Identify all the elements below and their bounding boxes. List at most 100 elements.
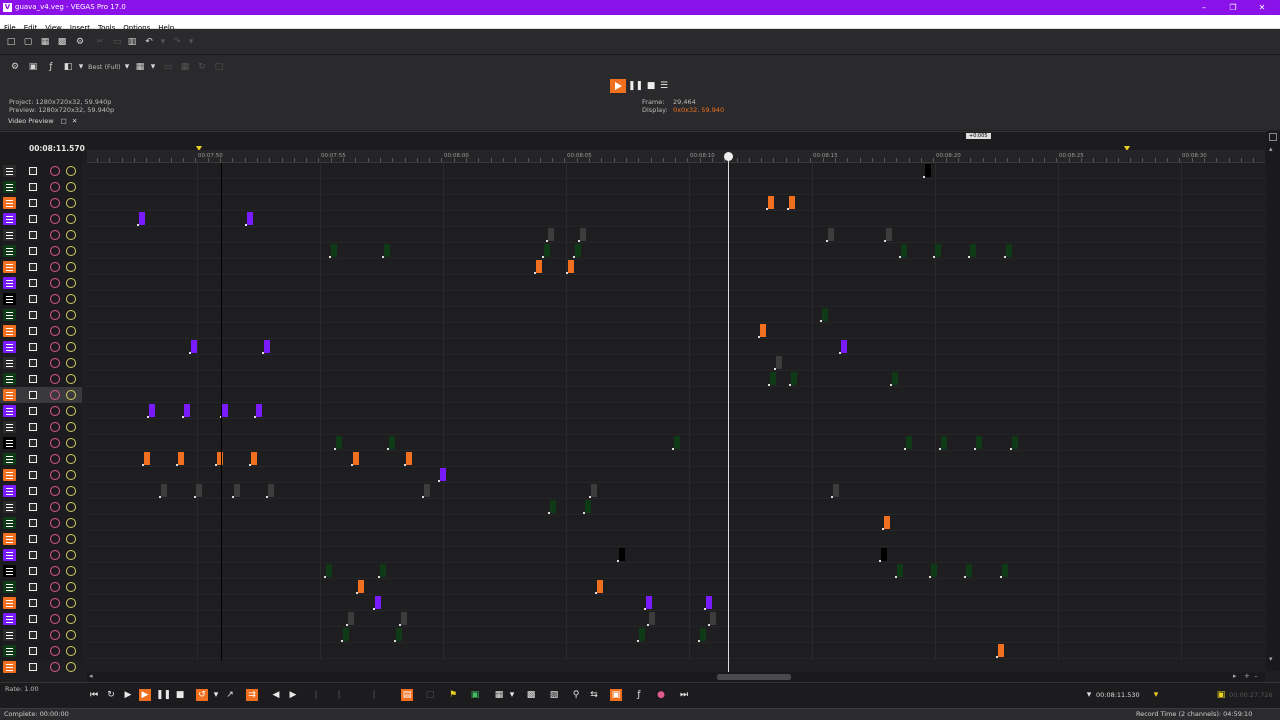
track-color-icon[interactable]: [3, 293, 16, 305]
timeline-clip[interactable]: [899, 244, 907, 258]
track-expand-icon[interactable]: [29, 535, 37, 543]
track-color-icon[interactable]: [3, 357, 16, 369]
clip-fade-handle[interactable]: [766, 208, 768, 210]
clip-fade-handle[interactable]: [882, 528, 884, 530]
track-solo-icon[interactable]: [66, 182, 76, 192]
track-color-icon[interactable]: [3, 405, 16, 417]
preview-device-icon[interactable]: ▣: [28, 62, 38, 72]
scopes-icon[interactable]: □: [214, 62, 224, 72]
timeline-clip[interactable]: [438, 468, 446, 482]
track-header[interactable]: [0, 611, 82, 627]
clip-fade-handle[interactable]: [254, 416, 256, 418]
track-header[interactable]: [0, 403, 82, 419]
auto-ripple-icon[interactable]: ⇉: [246, 689, 258, 701]
clip-fade-handle[interactable]: [548, 512, 550, 514]
track-color-icon[interactable]: [3, 453, 16, 465]
timeline-clip[interactable]: [637, 628, 645, 642]
insert-region-icon[interactable]: ▣: [470, 690, 480, 700]
timeline-clip[interactable]: [589, 484, 597, 498]
track-mute-icon[interactable]: [50, 326, 60, 336]
clip-fade-handle[interactable]: [890, 384, 892, 386]
clip-fade-handle[interactable]: [904, 448, 906, 450]
clip-fade-handle[interactable]: [232, 496, 234, 498]
tab-undock-icon[interactable]: □: [60, 117, 67, 125]
track-mute-icon[interactable]: [50, 246, 60, 256]
clip-fade-handle[interactable]: [578, 240, 580, 242]
timeline-clip[interactable]: [787, 196, 795, 210]
track-color-icon[interactable]: [3, 197, 16, 209]
track-color-icon[interactable]: [3, 389, 16, 401]
clip-fade-handle[interactable]: [820, 320, 822, 322]
track-solo-icon[interactable]: [66, 342, 76, 352]
track-header[interactable]: [0, 371, 82, 387]
track-expand-icon[interactable]: [29, 551, 37, 559]
track-solo-icon[interactable]: [66, 614, 76, 624]
pause-button[interactable]: ❚❚: [156, 690, 172, 700]
clip-fade-handle[interactable]: [644, 608, 646, 610]
menu-file[interactable]: File: [4, 24, 16, 32]
timeline-clip[interactable]: [704, 596, 712, 610]
timeline-clip[interactable]: [147, 404, 155, 418]
track-header[interactable]: [0, 627, 82, 643]
timeline-clip[interactable]: [882, 516, 890, 530]
quality-dropdown-icon[interactable]: ▾: [124, 62, 130, 72]
track-header[interactable]: [0, 643, 82, 659]
clip-fade-handle[interactable]: [245, 224, 247, 226]
playhead-line[interactable]: [728, 157, 729, 672]
clip-fade-handle[interactable]: [534, 272, 536, 274]
track-solo-icon[interactable]: [66, 646, 76, 656]
track-header[interactable]: [0, 227, 82, 243]
timeline-clip[interactable]: [789, 372, 797, 386]
track-mute-icon[interactable]: [50, 582, 60, 592]
preview-play-button[interactable]: [610, 79, 626, 93]
track-expand-icon[interactable]: [29, 311, 37, 319]
loop-playback-icon[interactable]: ↻: [107, 690, 115, 700]
track-header[interactable]: [0, 579, 82, 595]
track-mute-icon[interactable]: [50, 470, 60, 480]
record-icon[interactable]: ●: [657, 690, 665, 700]
sync-cursor-icon[interactable]: ⇆: [590, 690, 598, 700]
track-solo-icon[interactable]: [66, 214, 76, 224]
track-solo-icon[interactable]: [66, 262, 76, 272]
track-color-icon[interactable]: [3, 565, 16, 577]
track-color-icon[interactable]: [3, 469, 16, 481]
clip-fade-handle[interactable]: [266, 496, 268, 498]
snapping-dropdown-icon[interactable]: ▾: [213, 690, 219, 700]
timeline-clip[interactable]: [215, 452, 223, 466]
timeline-clip[interactable]: [964, 564, 972, 578]
undo-dropdown-icon[interactable]: ▾: [160, 37, 166, 47]
track-expand-icon[interactable]: [29, 663, 37, 671]
timeline-clip[interactable]: [341, 628, 349, 642]
clip-fade-handle[interactable]: [879, 560, 881, 562]
timeline-clip[interactable]: [137, 212, 145, 226]
timeline-clip[interactable]: [422, 484, 430, 498]
track-header[interactable]: [0, 323, 82, 339]
loop-start-marker-icon[interactable]: [196, 146, 202, 151]
menu-tools[interactable]: Tools: [97, 24, 116, 32]
timeline-clip[interactable]: [346, 612, 354, 626]
clip-fade-handle[interactable]: [933, 256, 935, 258]
go-to-start-icon[interactable]: ⏮: [89, 690, 99, 700]
timeline-clip[interactable]: [923, 164, 931, 178]
scroll-left-icon[interactable]: ◂: [89, 672, 93, 680]
track-solo-icon[interactable]: [66, 550, 76, 560]
track-height-icon[interactable]: [1269, 133, 1277, 141]
zoom-out-icon[interactable]: –: [1254, 672, 1258, 680]
clip-fade-handle[interactable]: [262, 352, 264, 354]
track-solo-icon[interactable]: [66, 390, 76, 400]
track-solo-icon[interactable]: [66, 662, 76, 672]
normal-edit-tool-icon[interactable]: ↗: [226, 690, 234, 700]
insert-marker-icon[interactable]: ⚑: [448, 690, 458, 700]
track-solo-icon[interactable]: [66, 294, 76, 304]
preview-quality-select[interactable]: Best (Full): [88, 63, 121, 71]
timeline-clip[interactable]: [698, 628, 706, 642]
paste-icon[interactable]: ▥: [127, 37, 137, 47]
close-icon[interactable]: ✕: [1258, 3, 1266, 12]
clip-fade-handle[interactable]: [617, 560, 619, 562]
properties-gear-icon[interactable]: ⚙: [75, 37, 85, 47]
timeline-clip[interactable]: [974, 436, 982, 450]
timeline-clip[interactable]: [884, 228, 892, 242]
clip-fade-handle[interactable]: [996, 656, 998, 658]
clip-fade-handle[interactable]: [758, 336, 760, 338]
track-expand-icon[interactable]: [29, 199, 37, 207]
